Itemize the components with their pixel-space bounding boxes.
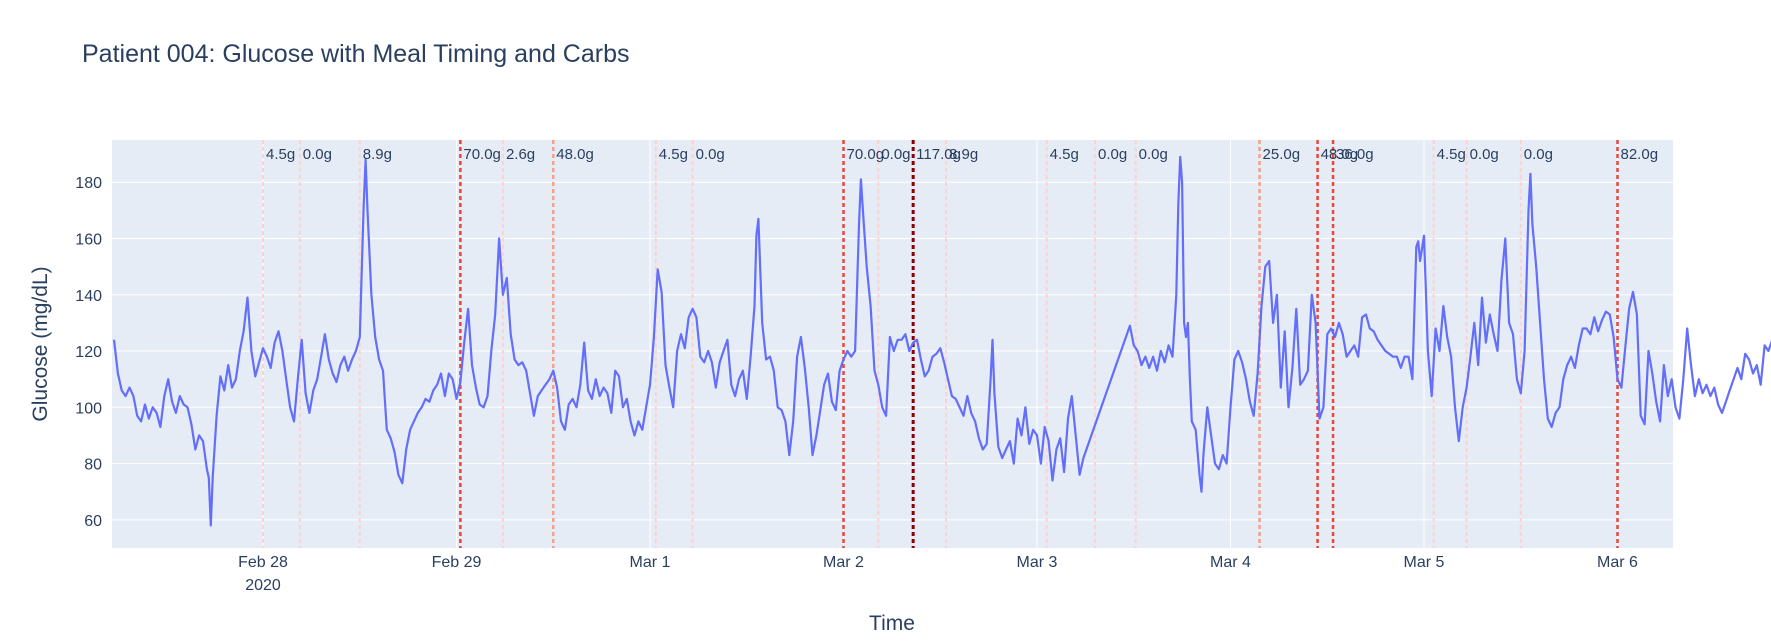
y-tick-label: 80 xyxy=(84,457,102,474)
carb-label: 70.0g xyxy=(847,146,885,163)
carb-label: 0.0g xyxy=(1139,146,1168,163)
y-axis-title: Glucose (mg/dL) xyxy=(29,266,52,421)
carb-label: 70.0g xyxy=(463,146,501,163)
y-tick-label: 60 xyxy=(84,513,102,530)
x-tick-label: Mar 1 xyxy=(630,554,671,571)
carb-label: 8.9g xyxy=(949,146,978,163)
y-axis-ticks: 60 80 100 120 140 160 180 xyxy=(75,175,102,530)
carb-label: 82.0g xyxy=(1621,146,1659,163)
carb-label: 4.5g xyxy=(266,146,295,163)
carb-label: 0.0g xyxy=(696,146,725,163)
y-tick-label: 180 xyxy=(75,175,102,192)
carb-label: 48.0g xyxy=(1321,146,1359,163)
y-tick-label: 100 xyxy=(75,400,102,417)
carb-labels: 4.5g 0.0g 8.9g 70.0g 2.6g 48.0g 4.5g 0.0g 70.0g0… xyxy=(266,146,1658,163)
x-tick-year: 2020 xyxy=(245,577,281,594)
x-tick-label: Mar 6 xyxy=(1597,554,1638,571)
x-tick-label: Feb 28 xyxy=(238,554,288,571)
y-tick-label: 120 xyxy=(75,344,102,361)
carb-label: 8.9g xyxy=(363,146,392,163)
glucose-series xyxy=(112,155,1771,527)
carb-label: 0.0g xyxy=(1098,146,1127,163)
x-tick-label: Mar 4 xyxy=(1210,554,1251,571)
x-axis-ticks: Feb 28 2020 Feb 29 Mar 1 Mar 2 Mar 3 Mar 4 Mar … xyxy=(238,554,1638,594)
x-tick-label: Mar 3 xyxy=(1017,554,1058,571)
carb-label: 4.5g xyxy=(1437,146,1466,163)
carb-label: 0.0g xyxy=(1470,146,1499,163)
carb-label: 117.0g xyxy=(916,146,961,163)
carb-label: 4.5g xyxy=(659,146,688,163)
y-tick-label: 160 xyxy=(75,231,102,248)
x-tick-label: Feb 29 xyxy=(432,554,482,571)
carb-label: 0.0g xyxy=(303,146,332,163)
chart-title: Patient 004: Glucose with Meal Timing an… xyxy=(82,40,630,68)
carb-label: 25.0g xyxy=(1263,146,1301,163)
carb-label: 4.5g xyxy=(1050,146,1079,163)
carb-label: 2.6g xyxy=(506,146,535,163)
meal-markers xyxy=(262,140,1619,548)
glucose-line xyxy=(112,155,1771,527)
carb-label: 36.0g xyxy=(1336,146,1374,163)
x-axis-title: Time xyxy=(869,612,915,635)
carb-label: 0.0g xyxy=(881,146,910,163)
y-tick-label: 140 xyxy=(75,288,102,305)
x-tick-label: Mar 5 xyxy=(1404,554,1445,571)
carb-label: 48.0g xyxy=(556,146,594,163)
carb-label: 0.0g xyxy=(1524,146,1553,163)
x-tick-label: Mar 2 xyxy=(823,554,864,571)
